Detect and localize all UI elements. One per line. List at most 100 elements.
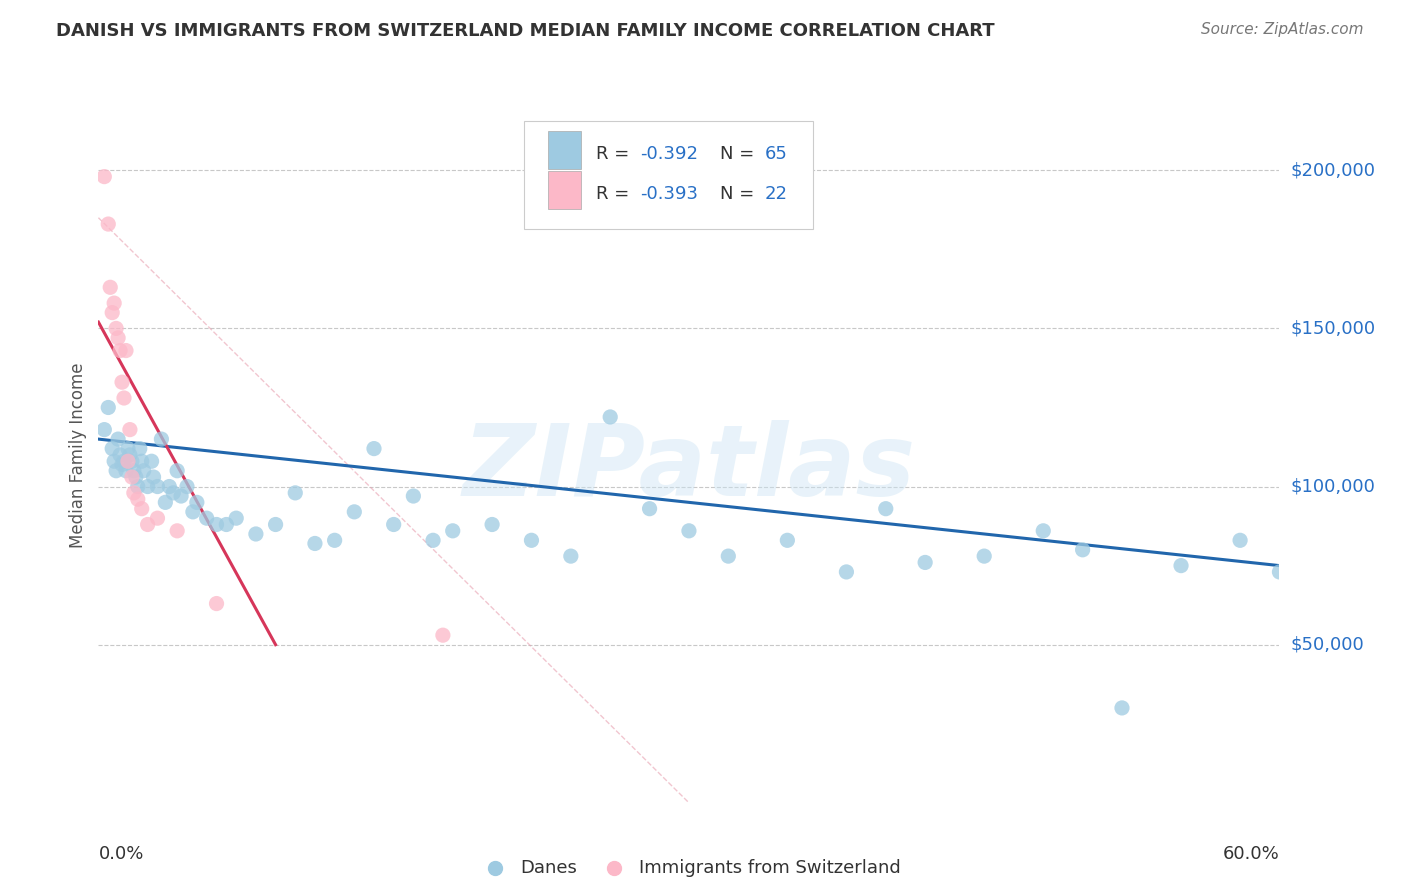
Point — [105, 464, 128, 478]
Point — [93, 423, 115, 437]
Point — [599, 409, 621, 424]
Point — [155, 495, 177, 509]
Point — [142, 470, 165, 484]
Point — [118, 448, 141, 462]
Point — [215, 517, 238, 532]
Point — [122, 486, 145, 500]
Point — [97, 401, 120, 415]
Point — [678, 524, 700, 538]
Point — [432, 628, 454, 642]
Text: DANISH VS IMMIGRANTS FROM SWITZERLAND MEDIAN FAMILY INCOME CORRELATION CHART: DANISH VS IMMIGRANTS FROM SWITZERLAND ME… — [56, 22, 995, 40]
Point — [170, 489, 193, 503]
Point — [146, 511, 169, 525]
Legend: Danes, Immigrants from Switzerland: Danes, Immigrants from Switzerland — [470, 852, 908, 884]
Point — [441, 524, 464, 538]
Point — [103, 296, 125, 310]
Text: ZIPatlas: ZIPatlas — [463, 420, 915, 517]
Point — [166, 524, 188, 538]
Point — [205, 597, 228, 611]
Point — [264, 517, 287, 532]
Point — [520, 533, 543, 548]
Point — [115, 343, 138, 358]
Point — [136, 517, 159, 532]
Text: 60.0%: 60.0% — [1223, 845, 1279, 863]
Point — [181, 505, 204, 519]
Point — [1032, 524, 1054, 538]
Point — [914, 556, 936, 570]
Point — [1229, 533, 1251, 548]
Point — [103, 454, 125, 468]
Point — [107, 331, 129, 345]
Point — [176, 479, 198, 493]
Point — [111, 458, 134, 472]
FancyBboxPatch shape — [548, 131, 582, 169]
Point — [98, 280, 121, 294]
Text: -0.393: -0.393 — [641, 185, 699, 203]
Point — [125, 470, 148, 484]
Point — [118, 423, 141, 437]
Point — [245, 527, 267, 541]
Point — [973, 549, 995, 563]
Point — [150, 432, 173, 446]
Point — [776, 533, 799, 548]
Point — [141, 454, 163, 468]
Text: $50,000: $50,000 — [1291, 636, 1364, 654]
Text: 0.0%: 0.0% — [98, 845, 143, 863]
Point — [717, 549, 740, 563]
Y-axis label: Median Family Income: Median Family Income — [69, 362, 87, 548]
Point — [101, 305, 124, 319]
FancyBboxPatch shape — [548, 171, 582, 210]
Point — [131, 454, 153, 468]
Point — [122, 464, 145, 478]
Point — [146, 479, 169, 493]
Point — [1170, 558, 1192, 573]
Point — [195, 511, 218, 525]
Point — [108, 343, 131, 358]
Point — [363, 442, 385, 456]
Point — [128, 442, 150, 456]
Point — [304, 536, 326, 550]
Point — [323, 533, 346, 548]
Point — [107, 432, 129, 446]
Point — [108, 448, 131, 462]
Text: -0.392: -0.392 — [641, 145, 699, 162]
Point — [121, 470, 143, 484]
Text: Source: ZipAtlas.com: Source: ZipAtlas.com — [1201, 22, 1364, 37]
Point — [835, 565, 858, 579]
Point — [127, 492, 149, 507]
Point — [560, 549, 582, 563]
Text: N =: N = — [720, 185, 759, 203]
Point — [111, 375, 134, 389]
Point — [121, 454, 143, 468]
Point — [166, 464, 188, 478]
Point — [481, 517, 503, 532]
Point — [1111, 701, 1133, 715]
Point — [1268, 565, 1291, 579]
FancyBboxPatch shape — [523, 121, 813, 229]
Text: N =: N = — [720, 145, 759, 162]
Text: 22: 22 — [765, 185, 787, 203]
Text: $200,000: $200,000 — [1291, 161, 1375, 179]
Point — [97, 217, 120, 231]
Text: $150,000: $150,000 — [1291, 319, 1375, 337]
Point — [638, 501, 661, 516]
Point — [382, 517, 405, 532]
Point — [186, 495, 208, 509]
Point — [136, 479, 159, 493]
Point — [93, 169, 115, 184]
Point — [115, 464, 138, 478]
Point — [343, 505, 366, 519]
Point — [157, 479, 180, 493]
Point — [422, 533, 444, 548]
Point — [131, 501, 153, 516]
Point — [875, 501, 897, 516]
Point — [284, 486, 307, 500]
Text: 65: 65 — [765, 145, 787, 162]
Point — [101, 442, 124, 456]
Point — [112, 391, 135, 405]
Text: $100,000: $100,000 — [1291, 477, 1375, 496]
Point — [105, 321, 128, 335]
Point — [117, 454, 139, 468]
Point — [205, 517, 228, 532]
Point — [112, 454, 135, 468]
